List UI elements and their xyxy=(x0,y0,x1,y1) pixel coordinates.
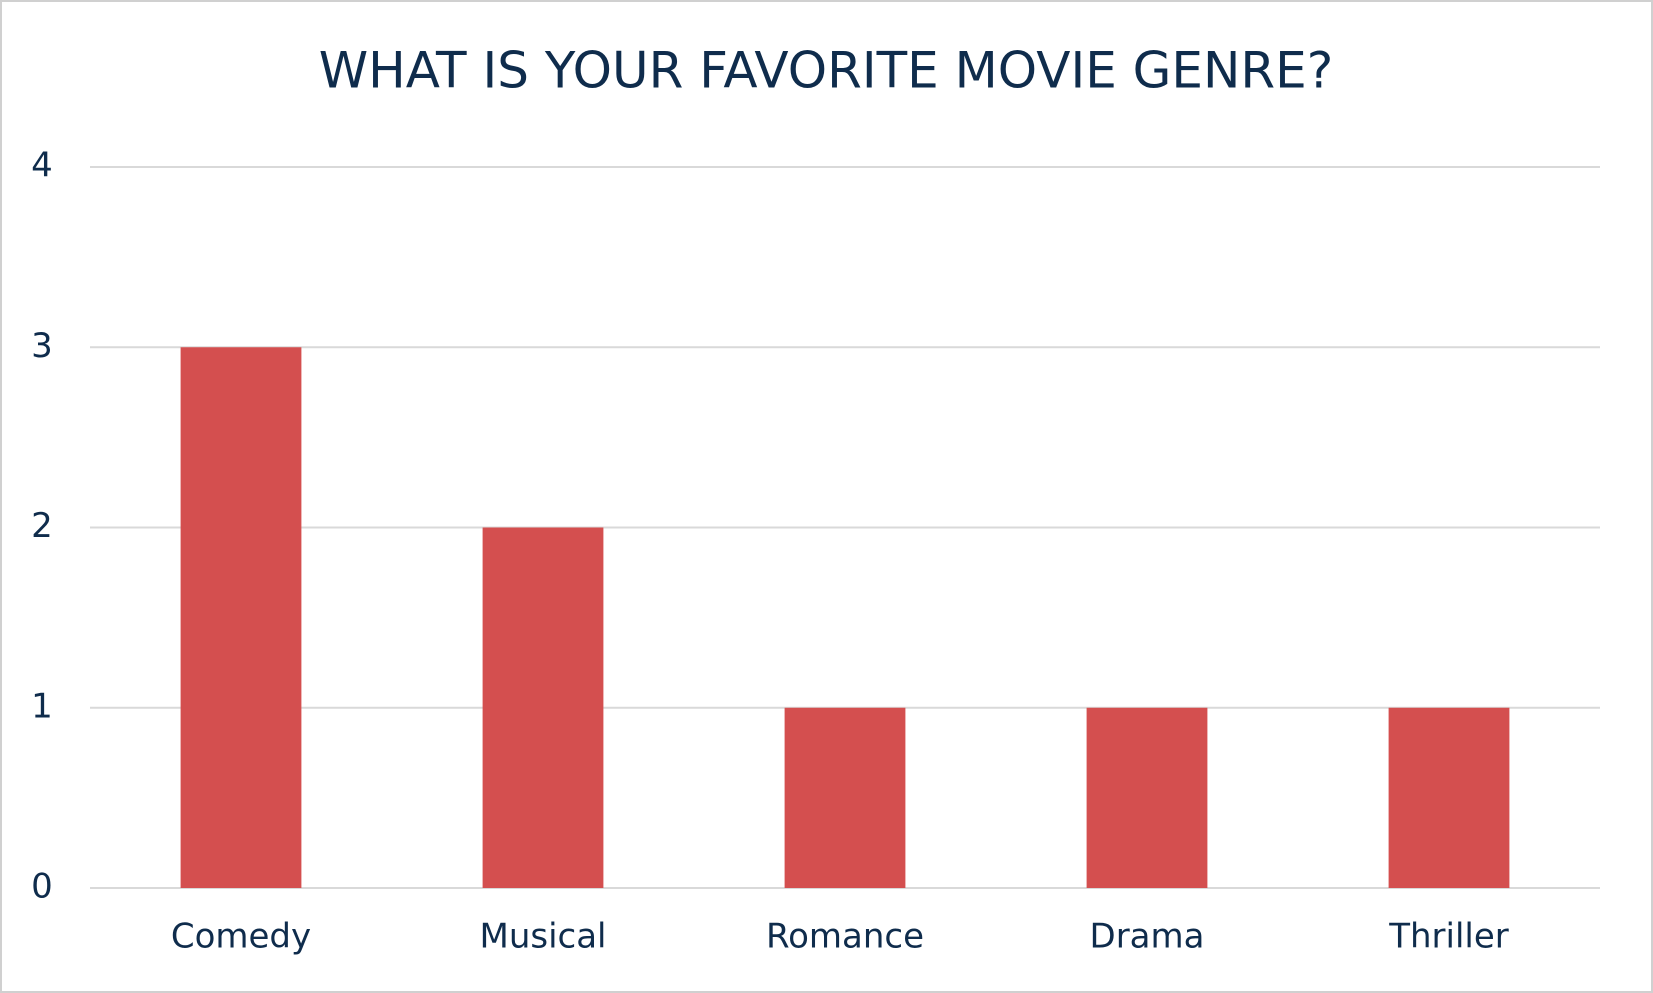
bar xyxy=(1388,707,1510,888)
bar xyxy=(1086,707,1208,888)
y-tick-label: 1 xyxy=(31,686,53,726)
chart-title: WHAT IS YOUR FAVORITE MOVIE GENRE? xyxy=(319,42,1334,100)
x-tick-label: Drama xyxy=(1090,917,1205,957)
y-tick-label: 2 xyxy=(31,506,53,546)
y-tick-label: 4 xyxy=(31,146,53,186)
x-tick-label: Romance xyxy=(766,917,924,957)
y-tick-label: 0 xyxy=(31,867,53,907)
x-tick-label: Musical xyxy=(479,917,606,957)
bar xyxy=(180,347,302,888)
bar xyxy=(482,527,604,888)
x-tick-label: Comedy xyxy=(171,917,311,957)
x-tick-label: Thriller xyxy=(1388,917,1509,957)
y-tick-label: 3 xyxy=(31,326,53,366)
bar xyxy=(784,707,906,888)
